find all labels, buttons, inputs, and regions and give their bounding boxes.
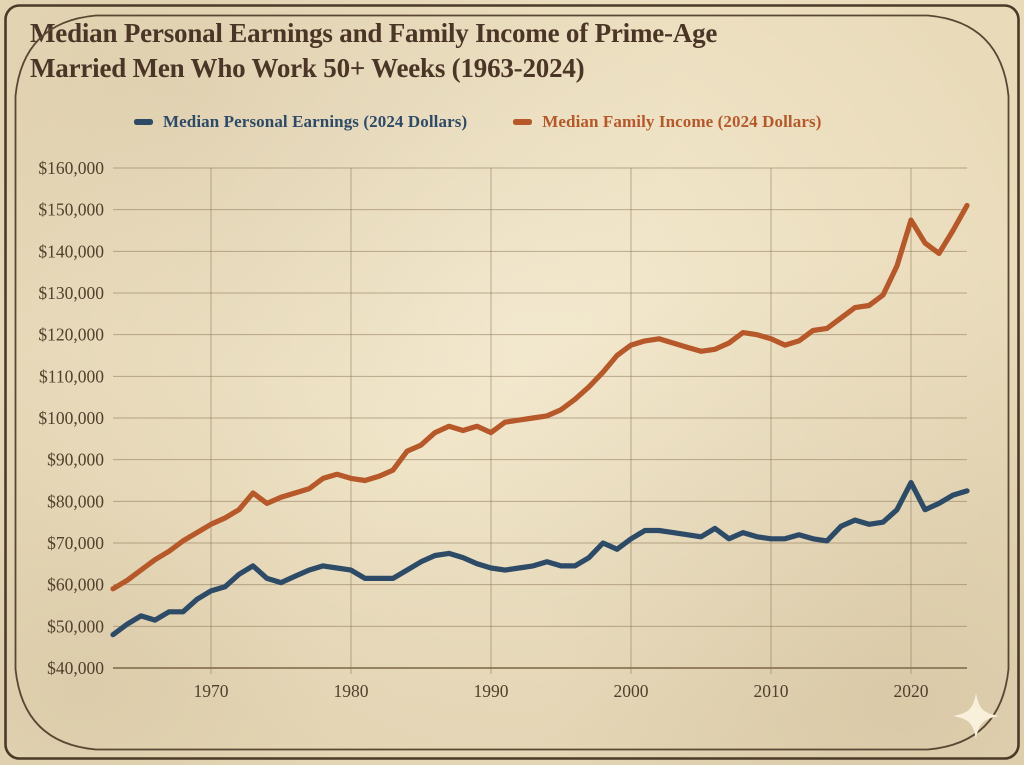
y-axis-tick-label: $100,000 bbox=[38, 408, 104, 428]
y-axis-tick-label: $110,000 bbox=[39, 366, 104, 386]
y-axis-tick-label: $130,000 bbox=[38, 283, 104, 303]
x-axis-tick-label: 2020 bbox=[894, 681, 929, 701]
y-axis-tick-label: $120,000 bbox=[38, 325, 104, 345]
y-axis-tick-label: $50,000 bbox=[47, 616, 104, 636]
x-axis-tick-label: 1970 bbox=[194, 681, 229, 701]
y-axis-tick-label: $140,000 bbox=[38, 241, 104, 261]
x-axis-tick-label: 1980 bbox=[334, 681, 369, 701]
x-axis-tick-label: 2000 bbox=[614, 681, 649, 701]
y-axis-tick-label: $60,000 bbox=[47, 575, 104, 595]
y-axis-tick-label: $90,000 bbox=[47, 450, 104, 470]
y-axis-tick-label: $150,000 bbox=[38, 200, 104, 220]
y-axis-tick-label: $80,000 bbox=[47, 491, 104, 511]
y-axis-tick-label: $70,000 bbox=[47, 533, 104, 553]
x-axis-tick-label: 2010 bbox=[754, 681, 789, 701]
y-axis-tick-label: $40,000 bbox=[47, 658, 104, 678]
y-axis-tick-label: $160,000 bbox=[38, 158, 104, 178]
x-axis-tick-label: 1990 bbox=[474, 681, 509, 701]
